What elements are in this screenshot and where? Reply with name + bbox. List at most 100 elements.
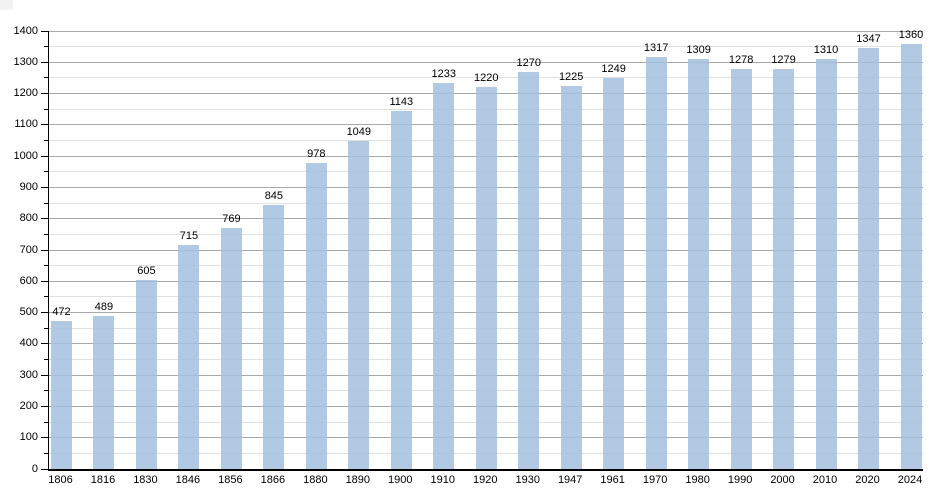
bar-1806 (51, 321, 72, 469)
bar-value-label: 1317 (643, 41, 669, 54)
bar-value-label: 1249 (601, 63, 626, 76)
y-major-tick (41, 312, 48, 314)
y-minor-tick (44, 46, 48, 48)
y-major-tick (41, 30, 48, 32)
bar-1890 (348, 140, 370, 469)
x-axis-tick-label: 1846 (175, 474, 201, 486)
bar-1846 (178, 245, 200, 469)
bar-1856 (220, 228, 242, 469)
bar-value-label: 1347 (856, 32, 881, 45)
bar-value-label: 1143 (389, 96, 414, 109)
bar-value-label: 605 (137, 264, 156, 277)
y-axis-tick-label: 1400 (13, 24, 38, 37)
y-minor-tick (44, 108, 48, 110)
x-axis-tick-label: 1970 (642, 474, 668, 486)
bar-1910 (433, 83, 455, 469)
bar-1880 (305, 163, 327, 469)
bar-value-label: 472 (52, 306, 71, 319)
y-axis-tick-label: 500 (19, 306, 38, 319)
x-axis-tick-label: 1806 (48, 474, 73, 486)
y-axis-tick-label: 1000 (13, 149, 38, 162)
x-axis-tick-label: 1866 (260, 474, 286, 486)
bar-value-label: 1220 (474, 72, 499, 85)
y-major-tick (41, 343, 48, 345)
bar-value-label: 1049 (346, 125, 372, 138)
x-axis-tick-label: 1980 (685, 474, 710, 486)
y-minor-tick (44, 452, 48, 454)
bar-1866 (263, 204, 285, 469)
y-major-tick (41, 155, 48, 157)
y-minor-tick (44, 171, 48, 173)
y-axis-tick-label: 900 (19, 180, 38, 193)
minor-gridline (49, 46, 923, 48)
bar-value-label: 1360 (898, 28, 924, 41)
x-axis-tick-label: 1930 (515, 474, 540, 486)
x-axis-tick-label: 2010 (812, 474, 838, 486)
y-minor-tick (44, 327, 48, 329)
y-axis-tick-label: 200 (19, 399, 38, 412)
plot-area: 472 489 605 715 769 845 978 1049 1143 1233 1220 127… (48, 29, 923, 471)
bar-2010 (815, 59, 837, 469)
bar-2020 (858, 47, 880, 469)
bar-value-label: 1309 (686, 44, 711, 57)
bar-1961 (603, 78, 625, 469)
bar-value-label: 1270 (516, 56, 541, 69)
bar-2000 (773, 68, 795, 469)
bar-value-label: 1310 (813, 44, 839, 57)
bar-value-label: 1233 (431, 68, 456, 81)
y-minor-tick (44, 140, 48, 141)
y-minor-tick (44, 359, 48, 360)
y-axis-tick-label: 1100 (14, 118, 38, 131)
y-major-tick (41, 280, 48, 282)
x-axis-tick-label: 1890 (345, 474, 371, 486)
bar-1816 (93, 316, 115, 469)
bar-1990 (730, 69, 752, 469)
y-major-tick (41, 468, 48, 470)
y-major-tick (41, 218, 48, 220)
y-axis-tick-label: 1300 (13, 55, 38, 68)
bar-value-label: 1225 (558, 70, 584, 83)
y-axis-tick-label: 800 (19, 212, 38, 225)
y-major-tick (41, 374, 48, 376)
bar-value-label: 1278 (728, 54, 754, 67)
y-axis-tick-label: 1200 (13, 87, 38, 100)
y-major-tick (41, 405, 48, 407)
bar-1970 (645, 56, 667, 469)
bar-value-label: 845 (264, 189, 284, 202)
y-axis-tick-label: 0 (31, 462, 38, 475)
bar-value-label: 978 (307, 148, 326, 161)
y-major-tick (41, 61, 48, 63)
x-axis-tick-label: 1856 (218, 474, 243, 486)
bar-value-label: 1279 (771, 53, 796, 66)
y-axis-tick-label: 300 (19, 368, 38, 381)
major-gridline (49, 30, 923, 32)
bar-1900 (390, 111, 412, 469)
x-axis-tick-label: 1961 (600, 474, 625, 486)
y-major-tick (41, 124, 48, 126)
y-minor-tick (44, 202, 48, 204)
y-minor-tick (44, 77, 48, 79)
bar-value-label: 715 (179, 230, 199, 243)
x-axis-tick-label: 1816 (90, 474, 116, 486)
bar-1930 (518, 71, 540, 469)
y-minor-tick (44, 390, 48, 392)
bar-1920 (475, 87, 497, 469)
y-major-tick (41, 249, 48, 251)
y-minor-tick (44, 296, 48, 298)
y-axis-tick-label: 400 (19, 337, 38, 350)
x-axis-tick-label: 1990 (727, 474, 753, 486)
y-major-tick (41, 186, 48, 188)
x-axis-tick-label: 1910 (430, 474, 455, 486)
y-major-tick (41, 437, 48, 439)
bar-value-label: 489 (94, 301, 114, 314)
x-axis-tick-label: 1830 (133, 474, 158, 486)
bar-1830 (135, 279, 157, 469)
bar-2024 (900, 43, 922, 469)
y-axis-tick-label: 600 (19, 274, 38, 287)
x-axis-tick-label: 1920 (473, 474, 498, 486)
y-axis-tick-label: 700 (19, 243, 38, 256)
corner-artifact (0, 0, 13, 10)
x-axis-tick-label: 1947 (557, 474, 583, 486)
y-axis-tick-label: 100 (19, 431, 38, 444)
